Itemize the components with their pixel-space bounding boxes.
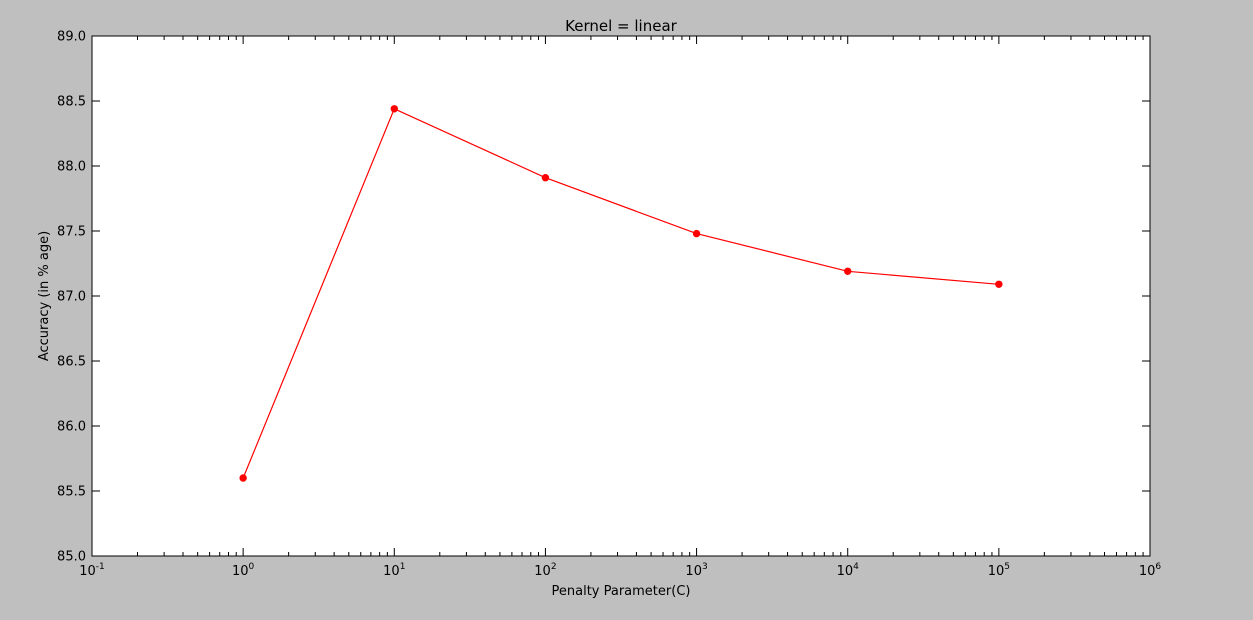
x-tick-label: 10-1 — [79, 562, 105, 579]
data-point — [390, 105, 398, 113]
x-axis: 10-1 100 101 102 103 104 105 106 — [79, 36, 1161, 579]
x-tick-label: 101 — [383, 562, 405, 579]
x-tick-label: 100 — [232, 562, 255, 579]
y-tick-label: 87.5 — [57, 225, 86, 240]
y-axis-label: Accuracy (in % age) — [37, 231, 52, 361]
y-axis: 85.0 85.5 86.0 86.5 87.0 87.5 88.0 88.5 89.0 — [57, 30, 1150, 565]
series-layer — [239, 105, 1003, 482]
x-tick-label: 103 — [685, 562, 707, 579]
series-line — [242, 107, 999, 479]
data-point — [692, 229, 701, 238]
x-tick-label: 104 — [837, 562, 860, 579]
minor-ticks — [136, 36, 1144, 556]
y-tick-label: 88.5 — [57, 95, 86, 110]
data-point — [541, 174, 550, 182]
y-tick-label: 87.0 — [57, 290, 86, 305]
data-point — [995, 280, 1003, 288]
data-point — [844, 267, 852, 275]
plot-frame — [91, 35, 1151, 557]
y-tick-label: 85.0 — [57, 550, 86, 565]
x-tick-label: 102 — [534, 562, 556, 579]
y-tick-label: 86.5 — [57, 355, 86, 370]
x-axis-label: Penalty Parameter(C) — [552, 584, 691, 599]
x-tick-label: 105 — [988, 562, 1010, 579]
chart-title: Kernel = linear — [565, 17, 677, 35]
y-tick-label: 86.0 — [57, 420, 86, 435]
y-tick-label: 89.0 — [57, 30, 86, 45]
data-point — [239, 474, 247, 482]
plot-area — [92, 36, 1150, 556]
y-tick-label: 88.0 — [57, 160, 86, 175]
x-tick-label: 106 — [1139, 562, 1162, 579]
y-tick-label: 85.5 — [57, 485, 86, 500]
